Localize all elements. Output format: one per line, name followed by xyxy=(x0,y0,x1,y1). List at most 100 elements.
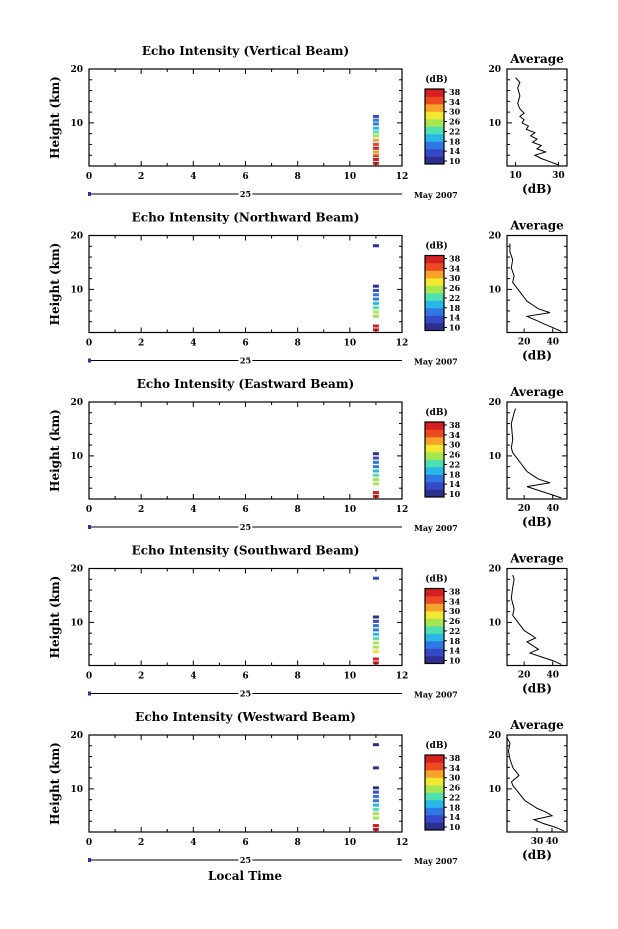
profile-x-tick-label: 30 xyxy=(531,837,544,847)
profile-frame xyxy=(506,68,568,167)
panel-5: Echo Intensity (Westward Beam) 0 2 4 6 8 10 12 1… xyxy=(48,710,568,867)
profile-x-tick-label: 40 xyxy=(546,837,559,847)
echo-cell xyxy=(372,301,379,305)
x-tick-label: 12 xyxy=(396,505,409,515)
profile-line xyxy=(509,243,562,332)
echo-cell xyxy=(372,460,379,464)
x-tick-label: 6 xyxy=(242,339,248,349)
colorbar-segment xyxy=(425,482,444,490)
colorbar-tick-label: 14 xyxy=(449,646,461,656)
colorbar-tick-label: 22 xyxy=(449,293,460,303)
echo-cell xyxy=(372,576,379,580)
echo-cell xyxy=(372,824,379,828)
colorbar-segment xyxy=(425,429,444,438)
colorbar-tick-label: 14 xyxy=(449,812,461,822)
echo-cell xyxy=(372,816,379,820)
y-tick-label: 10 xyxy=(70,452,83,462)
colorbar-segment xyxy=(425,611,444,619)
colorbar-segment xyxy=(425,437,444,445)
colorbar-segment xyxy=(425,255,444,264)
colorbar-unit: (dB) xyxy=(425,740,447,751)
colorbar-segment xyxy=(425,119,444,127)
date-month: May 2007 xyxy=(414,523,458,533)
profile-y-tick-label: 20 xyxy=(488,398,501,408)
x-tick-label: 0 xyxy=(86,838,92,848)
date-marker xyxy=(88,192,91,196)
echo-cell xyxy=(372,807,379,811)
profile-y-tick-label: 10 xyxy=(488,119,501,129)
colorbar-segment xyxy=(425,822,444,831)
date-month: May 2007 xyxy=(414,190,458,200)
x-tick-label: 2 xyxy=(138,172,144,182)
colorbar-segment xyxy=(425,489,444,498)
y-tick-label: 10 xyxy=(70,618,83,628)
colorbar-tick-label: 10 xyxy=(449,822,461,832)
date-marker xyxy=(88,858,91,862)
colorbar-tick-label: 34 xyxy=(449,596,461,606)
echo-cell xyxy=(372,645,379,649)
colorbar-segment xyxy=(425,815,444,823)
colorbar-segment xyxy=(425,807,444,816)
colorbar-segment xyxy=(425,270,444,279)
x-tick-label: 6 xyxy=(242,505,248,515)
y-tick-label: 20 xyxy=(70,731,83,741)
echo-cell xyxy=(372,297,379,301)
colorbar-segment xyxy=(425,603,444,612)
colorbar-tick-label: 30 xyxy=(449,273,461,283)
x-axis-label: Local Time xyxy=(208,869,282,883)
colorbar-tick-label: 14 xyxy=(449,313,461,323)
y-tick-label: 20 xyxy=(70,232,83,242)
profile-x-tick-label: 20 xyxy=(518,338,531,348)
colorbar-segment xyxy=(425,111,444,120)
y-axis-label: Height (km) xyxy=(48,409,62,492)
x-tick-label: 2 xyxy=(138,505,144,515)
x-tick-label: 8 xyxy=(295,838,301,848)
panel-title: Echo Intensity (Westward Beam) xyxy=(135,710,356,724)
profile-x-axis-label: (dB) xyxy=(522,682,552,696)
colorbar-tick-label: 38 xyxy=(449,587,461,597)
echo-cell xyxy=(372,637,379,641)
echo-cell xyxy=(372,786,379,790)
x-tick-label: 4 xyxy=(190,505,196,515)
echo-cell xyxy=(372,799,379,803)
echo-cell xyxy=(372,473,379,477)
colorbar-tick-label: 10 xyxy=(449,156,461,166)
echo-cell xyxy=(372,306,379,310)
colorbar-frame xyxy=(424,88,445,165)
echo-cell xyxy=(372,624,379,628)
x-tick-label: 12 xyxy=(396,672,409,682)
colorbar-tick-label: 18 xyxy=(449,469,461,479)
colorbar-tick-label: 34 xyxy=(449,263,461,273)
colorbar-segment xyxy=(425,300,444,309)
panel-title: Echo Intensity (Northward Beam) xyxy=(132,211,360,225)
colorbar-frame xyxy=(424,754,445,831)
x-tick-label: 8 xyxy=(295,172,301,182)
colorbar-segment xyxy=(425,452,444,460)
x-tick-label: 4 xyxy=(190,339,196,349)
x-tick-label: 10 xyxy=(344,672,357,682)
colorbar-frame xyxy=(424,421,445,498)
profile-line xyxy=(515,77,559,166)
profile-y-tick-label: 20 xyxy=(488,731,501,741)
date-month: May 2007 xyxy=(414,856,458,866)
colorbar-segment xyxy=(425,263,444,271)
x-tick-label: 0 xyxy=(86,505,92,515)
x-tick-label: 10 xyxy=(344,505,357,515)
echo-cell xyxy=(372,615,379,619)
date-day: 25 xyxy=(240,189,251,199)
colorbar-segment xyxy=(425,618,444,627)
colorbar-segment xyxy=(425,126,444,135)
y-axis-label: Height (km) xyxy=(48,76,62,159)
panel-2: Echo Intensity (Northward Beam) 0 2 4 6 8 10 12… xyxy=(48,211,568,368)
date-day: 25 xyxy=(240,689,251,699)
colorbar-tick-label: 38 xyxy=(449,420,461,430)
profile-frame xyxy=(506,567,568,667)
colorbar-segment xyxy=(425,626,444,634)
x-tick-label: 0 xyxy=(86,172,92,182)
panel-3: Echo Intensity (Eastward Beam) 0 2 4 6 8 10 12 1… xyxy=(48,377,568,534)
colorbar-segment xyxy=(425,474,444,483)
colorbar-segment xyxy=(425,134,444,142)
colorbar-tick-label: 10 xyxy=(449,656,461,666)
date-day: 25 xyxy=(240,855,251,865)
x-tick-label: 10 xyxy=(344,172,357,182)
